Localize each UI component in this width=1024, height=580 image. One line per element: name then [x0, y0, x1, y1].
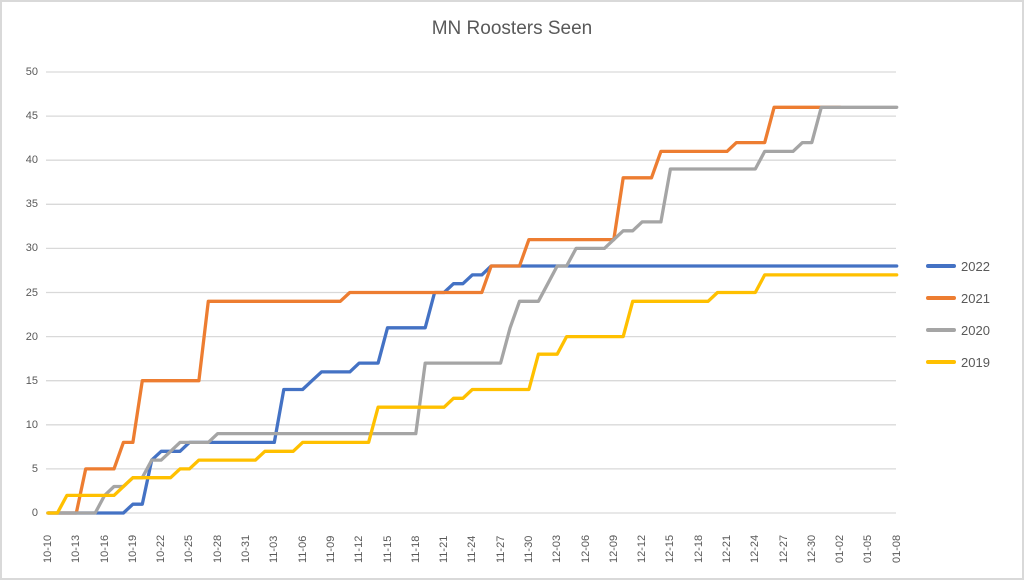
x-axis-tick-label: 12-12	[636, 534, 649, 563]
y-axis-tick-label: 40	[25, 154, 38, 167]
y-axis-tick-label: 25	[25, 286, 38, 299]
y-axis-tick-label: 45	[25, 110, 38, 123]
y-axis-tick-label: 35	[25, 198, 38, 211]
x-axis-tick-label: 12-09	[607, 534, 620, 563]
x-axis-tick-label: 12-24	[749, 534, 762, 563]
x-axis-tick-label: 12-21	[721, 534, 733, 563]
legend-label: 2022	[961, 258, 990, 274]
legend-label: 2021	[961, 290, 990, 306]
y-axis-tick-label: 15	[25, 374, 38, 387]
series-line-2020	[46, 105, 899, 515]
chart-legend: 2022 2021 2020 2019	[926, 254, 990, 382]
x-axis-tick-label: 12-30	[805, 534, 818, 563]
x-axis-tick-label: 10-10	[42, 534, 54, 563]
legend-line-swatch-2020	[926, 328, 956, 332]
legend-line-swatch-2021	[926, 296, 956, 300]
x-axis-tick-label: 10-13	[70, 534, 83, 563]
y-axis-tick-label: 0	[31, 507, 38, 519]
x-axis-tick-label: 01-05	[862, 534, 875, 563]
x-axis-tick-label: 12-15	[664, 534, 677, 563]
x-axis-tick-label: 11-03	[268, 535, 281, 563]
x-axis-tick-label: 01-08	[890, 534, 903, 563]
x-axis-tick-label: 10-25	[183, 534, 196, 563]
x-axis-tick-label: 11-27	[494, 535, 507, 563]
x-axis-tick-label: 11-09	[324, 535, 337, 563]
x-axis-tick-label: 12-03	[551, 534, 564, 563]
x-axis-tick-label: 12-06	[579, 534, 592, 563]
x-axis-tick-label: 11-12	[353, 535, 366, 563]
legend-item-2021: 2021	[926, 286, 990, 310]
series-line-2021	[46, 105, 842, 515]
x-axis-tick-label: 11-15	[381, 535, 394, 563]
legend-label: 2019	[961, 354, 990, 370]
legend-label: 2020	[961, 322, 990, 338]
x-axis-tick-label: 10-19	[126, 534, 139, 563]
y-axis-tick-label: 50	[25, 66, 38, 78]
legend-item-2022: 2022	[926, 254, 990, 278]
x-axis-tick-label: 10-22	[155, 534, 168, 563]
x-axis-tick-label: 11-06	[296, 535, 309, 563]
chart-title: MN Roosters Seen	[431, 18, 593, 39]
y-axis-tick-label: 5	[31, 462, 38, 475]
series-line-2019	[46, 273, 899, 515]
y-axis-tick-label: 20	[25, 330, 38, 343]
x-axis-tick-label: 01-02	[834, 534, 847, 563]
legend-item-2019: 2019	[926, 350, 990, 374]
legend-item-2020: 2020	[926, 318, 990, 342]
x-axis-tick-label: 11-18	[409, 535, 422, 563]
x-axis-tick-label: 11-24	[466, 535, 479, 563]
x-axis-tick-label: 11-21	[438, 535, 451, 563]
x-axis-tick-label: 11-30	[522, 535, 535, 563]
x-axis-tick-label: 12-18	[692, 534, 705, 563]
x-axis-tick-label: 10-31	[240, 534, 252, 563]
legend-line-swatch-2022	[926, 264, 956, 268]
series-line-2022	[46, 264, 899, 515]
gridlines	[46, 71, 896, 514]
x-axis-tick-label: 12-27	[777, 534, 790, 563]
x-axis-tick-label: 10-28	[211, 534, 224, 563]
legend-line-swatch-2019	[926, 360, 956, 364]
y-axis-tick-label: 10	[25, 418, 38, 431]
x-axis-tick-label: 10-16	[98, 534, 111, 563]
y-axis-tick-label: 30	[25, 242, 38, 255]
